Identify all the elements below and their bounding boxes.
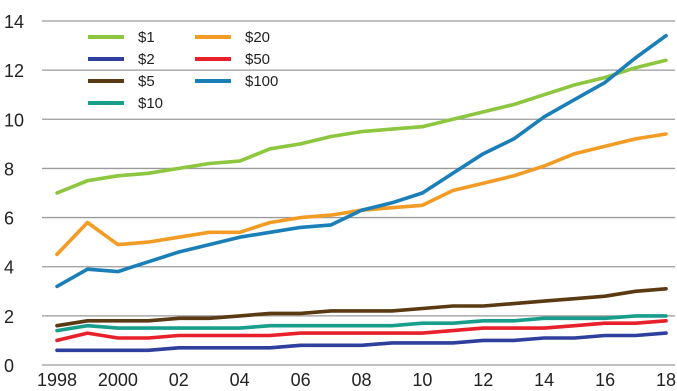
x-tick-label: 08 — [351, 370, 371, 390]
series-line-usd10 — [55, 314, 668, 333]
x-tick-label: 1998 — [37, 370, 77, 390]
y-tick-label: 2 — [4, 307, 14, 327]
legend-item-usd100: $100 — [195, 73, 278, 90]
x-tick-label: 18 — [656, 370, 676, 390]
x-tick-label: 04 — [230, 370, 250, 390]
legend-item-usd2: $2 — [88, 51, 155, 68]
x-tick-label: 2000 — [98, 370, 138, 390]
x-tick-label: 14 — [534, 370, 554, 390]
legend-item-usd5: $5 — [88, 73, 155, 90]
y-tick-label: 12 — [4, 61, 24, 81]
y-axis-tick-labels: 0 2 4 6 8 10 12 14 — [4, 12, 24, 376]
series-line-usd100 — [55, 33, 668, 289]
y-tick-label: 6 — [4, 209, 14, 229]
legend-label: $2 — [138, 51, 155, 68]
legend-label: $20 — [245, 29, 270, 46]
legend-item-usd1: $1 — [88, 29, 155, 46]
legend-label: $1 — [138, 29, 155, 46]
series-line-usd5 — [55, 286, 668, 328]
legend-label: $100 — [245, 73, 278, 90]
x-axis-tick-labels: 1998 2000 02 04 06 08 10 12 14 16 18 — [37, 370, 676, 390]
x-tick-label: 10 — [412, 370, 432, 390]
legend-label: $5 — [138, 73, 155, 90]
series-line-usd50 — [55, 318, 668, 343]
series-line-usd20 — [55, 132, 668, 257]
x-tick-label: 06 — [291, 370, 311, 390]
x-tick-label: 16 — [595, 370, 615, 390]
series-lines — [55, 33, 668, 353]
x-tick-label: 12 — [473, 370, 493, 390]
series-line-usd2 — [55, 331, 668, 353]
legend-item-usd50: $50 — [195, 51, 270, 68]
legend-label: $50 — [245, 51, 270, 68]
legend: $1 $2 $5 $10 $20 $50 $100 — [88, 29, 278, 112]
series-line-usd1 — [55, 58, 668, 195]
y-tick-label: 14 — [4, 12, 24, 32]
legend-label: $10 — [138, 95, 163, 112]
y-tick-label: 8 — [4, 159, 14, 179]
y-tick-label: 10 — [4, 110, 24, 130]
x-tick-label: 02 — [169, 370, 189, 390]
legend-item-usd10: $10 — [88, 95, 163, 112]
gridlines — [42, 20, 675, 366]
legend-item-usd20: $20 — [195, 29, 270, 46]
y-tick-label: 4 — [4, 258, 14, 278]
y-tick-label: 0 — [4, 356, 14, 376]
